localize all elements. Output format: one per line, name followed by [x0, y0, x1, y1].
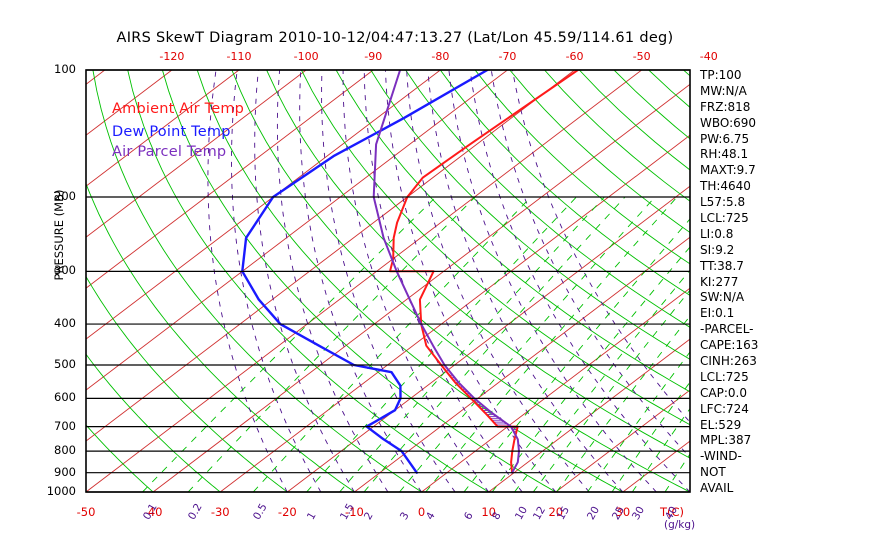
top-temp-tick--90: -90	[364, 50, 383, 63]
page-title: AIRS SkewT Diagram 2010-10-12/04:47:13.2…	[116, 30, 674, 46]
top-temp-tick--100: -100	[293, 50, 319, 63]
top-temp-tick--80: -80	[431, 50, 450, 63]
panel-row-0: TP:100	[700, 68, 742, 82]
pressure-tick-500: 500	[54, 356, 76, 371]
panel-row-15: EI:0.1	[700, 306, 735, 321]
panel-row-6: MAXT:9.7	[700, 163, 756, 178]
bottom-temp-tick-20: 20	[548, 505, 564, 519]
legend-ambient-air-temp: Ambient Air Temp	[112, 101, 245, 117]
panel-row-12: TT:38.7	[700, 258, 744, 273]
panel-row-4: PW:6.75	[700, 131, 750, 146]
panel-row-16: -PARCEL-	[700, 322, 754, 337]
pressure-tick-200: 200	[54, 189, 76, 204]
bottom-temp-tick-10: 10	[481, 505, 496, 519]
panel-row-22: EL:529	[700, 417, 742, 432]
top-temp-tick--70: -70	[498, 50, 517, 63]
top-temp-tick--50: -50	[632, 50, 651, 63]
temperature-axis-label: T(C)	[659, 505, 685, 519]
top-temp-tick--40: -40	[699, 50, 718, 63]
panel-row-14: SW:N/A	[700, 290, 745, 305]
panel-row-2: FRZ:818	[700, 99, 751, 114]
panel-row-7: TH:4640	[700, 179, 751, 194]
pressure-tick-700: 700	[54, 418, 76, 433]
panel-row-5: RH:48.1	[700, 147, 749, 162]
sounding-parameters-panel: TP:100 MW:N/A FRZ:818 WBO:690 PW:6.75 RH:48.1…	[700, 68, 758, 497]
panel-row-26: AVAIL	[700, 481, 734, 496]
pressure-tick-400: 400	[54, 316, 76, 331]
panel-row-23: MPL:387	[700, 433, 752, 448]
bottom-temp-tick--50: -50	[76, 505, 96, 519]
bottom-temp-tick--20: -20	[277, 505, 297, 519]
legend-air-parcel-temp: Air Parcel Temp	[112, 144, 227, 160]
panel-row-9: LCL:725	[700, 211, 749, 226]
panel-row-3: WBO:690	[700, 115, 757, 130]
pressure-tick-800: 800	[54, 443, 76, 458]
panel-row-10: LI:0.8	[700, 226, 734, 241]
pressure-tick-100: 100	[54, 62, 76, 76]
panel-row-1: MW:N/A	[700, 83, 747, 98]
bottom-temp-tick--10: -10	[345, 505, 364, 519]
panel-row-21: LFC:724	[700, 401, 749, 416]
panel-row-11: SI:9.2	[700, 242, 735, 257]
panel-row-18: CINH:263	[700, 354, 757, 369]
top-temp-tick--120: -120	[159, 50, 185, 63]
panel-row-17: CAPE:163	[700, 338, 759, 353]
panel-row-20: CAP:0.0	[700, 385, 747, 400]
bottom-temp-tick--30: -30	[210, 505, 230, 519]
panel-row-8: L57:5.8	[700, 195, 746, 210]
pressure-tick-600: 600	[54, 390, 76, 405]
bottom-temp-tick-30: 30	[615, 505, 631, 519]
pressure-tick-1000: 1000	[46, 484, 76, 498]
bottom-temp-tick--40: -40	[143, 505, 163, 519]
panel-row-13: KI:277	[700, 274, 739, 289]
panel-row-25: NOT	[700, 465, 726, 480]
legend-dew-point-temp: Dew Point Temp	[112, 124, 231, 140]
mixing-ratio-units-label: (g/kg)	[664, 519, 696, 531]
bottom-temp-tick-0: 0	[417, 505, 426, 519]
top-temp-tick--60: -60	[565, 50, 584, 63]
pressure-tick-900: 900	[54, 464, 76, 479]
panel-row-24: -WIND-	[700, 449, 742, 464]
pressure-tick-300: 300	[54, 263, 76, 278]
panel-row-19: LCL:725	[700, 369, 749, 384]
top-temp-tick--110: -110	[226, 50, 252, 63]
